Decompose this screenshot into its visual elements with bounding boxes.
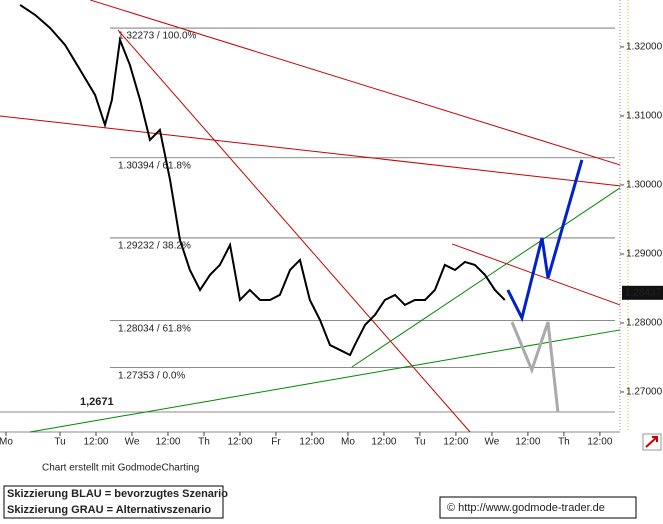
x-tick-label: 12:00 <box>83 437 108 448</box>
icon <box>645 436 658 448</box>
y-tick-label: 1.32000 <box>626 42 663 53</box>
x-tick-label: Tu <box>414 437 425 448</box>
x-tick-label: We <box>125 437 140 448</box>
level-label: 1,2671 <box>80 396 114 408</box>
y-tick-label: 1.30000 <box>626 180 663 191</box>
source: © http://www.godmode-trader.de <box>447 502 605 514</box>
source-box <box>439 496 637 519</box>
note: Skizzierung BLAU = bevorzugtes Szenario <box>7 488 228 500</box>
price-line <box>19 4 506 357</box>
x-tick-label: 12:00 <box>227 437 252 448</box>
trend-line <box>510 321 560 413</box>
x-tick-label: Mo <box>341 437 355 448</box>
y-tick-label: 1.29000 <box>626 249 663 260</box>
x-tick-label: Th <box>198 437 210 448</box>
trend-line <box>451 243 621 306</box>
x-tick-label: 12:00 <box>515 437 540 448</box>
x-tick-label: Mo <box>0 437 13 448</box>
last-price-label: 1.28437 <box>625 287 662 298</box>
level-label: 1.27353 / 0.0% <box>118 370 185 381</box>
x-tick-label: 12:00 <box>299 437 324 448</box>
x-tick-label: Th <box>558 437 570 448</box>
trend-line <box>0 115 621 187</box>
level-label: 1.29232 / 38.2% <box>118 241 191 252</box>
trend-line <box>117 29 471 433</box>
notes-box <box>3 485 224 519</box>
y-tick-label: 1.31000 <box>626 111 663 122</box>
note: Skizzierung GRAU = Alternativszenario <box>7 504 211 516</box>
level-label: 1.32273 / 100.0% <box>118 31 197 42</box>
y-tick-label: 1.28000 <box>626 318 663 329</box>
credit: Chart erstellt mit GodmodeCharting <box>42 463 199 474</box>
x-tick-label: 12:00 <box>587 437 612 448</box>
x-tick-label: Tu <box>54 437 65 448</box>
trend-line <box>89 0 621 166</box>
x-tick-label: We <box>485 437 500 448</box>
x-tick-label: Fr <box>271 437 281 448</box>
trend-line <box>506 159 584 323</box>
last-price-box <box>622 285 663 300</box>
level-label: 1.30394 / 61.8% <box>118 160 191 171</box>
x-tick-label: 12:00 <box>155 437 180 448</box>
level-label: 1.28034 / 61.8% <box>118 323 191 334</box>
x-tick-label: 12:00 <box>371 437 396 448</box>
x-tick-label: 12:00 <box>443 437 468 448</box>
y-tick-label: 1.27000 <box>626 387 663 398</box>
